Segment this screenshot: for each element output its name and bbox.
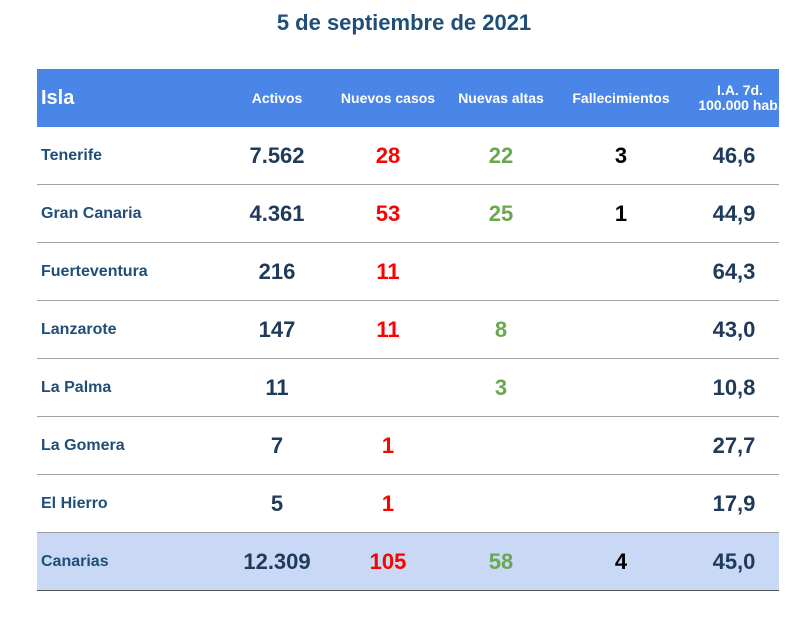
table-row: Fuerteventura 216 11 64,3 xyxy=(37,243,779,301)
cell-ia: 64,3 xyxy=(712,258,756,284)
cell-isla: Lanzarote xyxy=(41,320,117,338)
table-body: Tenerife 7.562 28 22 3 46,6 Gran Canaria 4.361 5… xyxy=(37,127,779,591)
cell-nuevos-casos: 28 xyxy=(375,142,401,168)
table-row: Tenerife 7.562 28 22 3 46,6 xyxy=(37,127,779,185)
cell-isla: La Gomera xyxy=(41,436,125,454)
cell-ia: 46,6 xyxy=(712,142,756,168)
table-row: La Palma 11 3 10,8 xyxy=(37,359,779,417)
cell-nuevos-casos: 105 xyxy=(369,548,407,574)
cell-activos: 11 xyxy=(265,374,289,400)
cell-nuevas-altas xyxy=(449,417,553,474)
cell-isla: Tenerife xyxy=(41,146,103,164)
cell-fallecimientos: 3 xyxy=(614,142,628,168)
cell-nuevos-casos: 1 xyxy=(381,490,395,516)
cell-ia: 17,9 xyxy=(712,490,756,516)
data-table: Isla Activos Nuevos casos Nuevas altas F… xyxy=(37,69,782,591)
cell-nuevos-casos: 53 xyxy=(375,200,401,226)
cell-fallecimientos xyxy=(553,301,689,358)
cell-ia: 44,9 xyxy=(712,200,756,226)
cell-fallecimientos: 1 xyxy=(614,200,628,226)
cell-activos: 216 xyxy=(258,258,296,284)
cell-fallecimientos xyxy=(553,359,689,416)
cell-nuevas-altas: 25 xyxy=(488,200,514,226)
cell-activos: 5 xyxy=(270,490,284,516)
cell-ia: 43,0 xyxy=(712,316,756,342)
cell-fallecimientos: 4 xyxy=(614,548,628,574)
cell-nuevas-altas: 22 xyxy=(488,142,514,168)
cell-nuevas-altas: 58 xyxy=(488,548,514,574)
header-nuevos-casos: Nuevos casos xyxy=(340,89,436,106)
cell-isla: Canarias xyxy=(41,552,109,570)
table-row: El Hierro 5 1 17,9 xyxy=(37,475,779,533)
cell-isla: La Palma xyxy=(41,378,112,396)
cell-isla: El Hierro xyxy=(41,494,108,512)
table-row: Gran Canaria 4.361 53 25 1 44,9 xyxy=(37,185,779,243)
table-row-total: Canarias 12.309 105 58 4 45,0 xyxy=(37,533,779,591)
cell-nuevas-altas xyxy=(449,243,553,300)
cell-activos: 7 xyxy=(270,432,284,458)
header-fallecimientos: Fallecimientos xyxy=(572,89,670,106)
header-isla: Isla xyxy=(41,86,75,109)
cell-fallecimientos xyxy=(553,417,689,474)
header-activos: Activos xyxy=(251,89,303,106)
table-row: Lanzarote 147 11 8 43,0 xyxy=(37,301,779,359)
cell-nuevas-altas xyxy=(449,475,553,532)
cell-nuevas-altas: 8 xyxy=(494,316,508,342)
cell-fallecimientos xyxy=(553,475,689,532)
cell-nuevos-casos xyxy=(327,359,449,416)
table-row: La Gomera 7 1 27,7 xyxy=(37,417,779,475)
cell-nuevas-altas: 3 xyxy=(494,374,508,400)
cell-activos: 4.361 xyxy=(249,200,305,226)
cell-isla: Fuerteventura xyxy=(41,262,148,280)
table-header: Isla Activos Nuevos casos Nuevas altas F… xyxy=(37,69,782,127)
cell-ia: 45,0 xyxy=(712,548,756,574)
cell-isla: Gran Canaria xyxy=(41,204,142,222)
cell-activos: 7.562 xyxy=(249,142,305,168)
cell-activos: 12.309 xyxy=(243,548,311,574)
cell-activos: 147 xyxy=(258,316,296,342)
cell-nuevos-casos: 11 xyxy=(376,316,400,342)
cell-ia: 27,7 xyxy=(712,432,756,458)
cell-ia: 10,8 xyxy=(712,374,756,400)
cell-fallecimientos xyxy=(553,243,689,300)
cell-nuevos-casos: 1 xyxy=(381,432,395,458)
header-nuevas-altas: Nuevas altas xyxy=(458,89,544,106)
page-title: 5 de septiembre de 2021 xyxy=(276,10,532,35)
cell-nuevos-casos: 11 xyxy=(376,258,400,284)
header-ia: I.A. 7d. 100.000 hab. xyxy=(698,82,782,113)
